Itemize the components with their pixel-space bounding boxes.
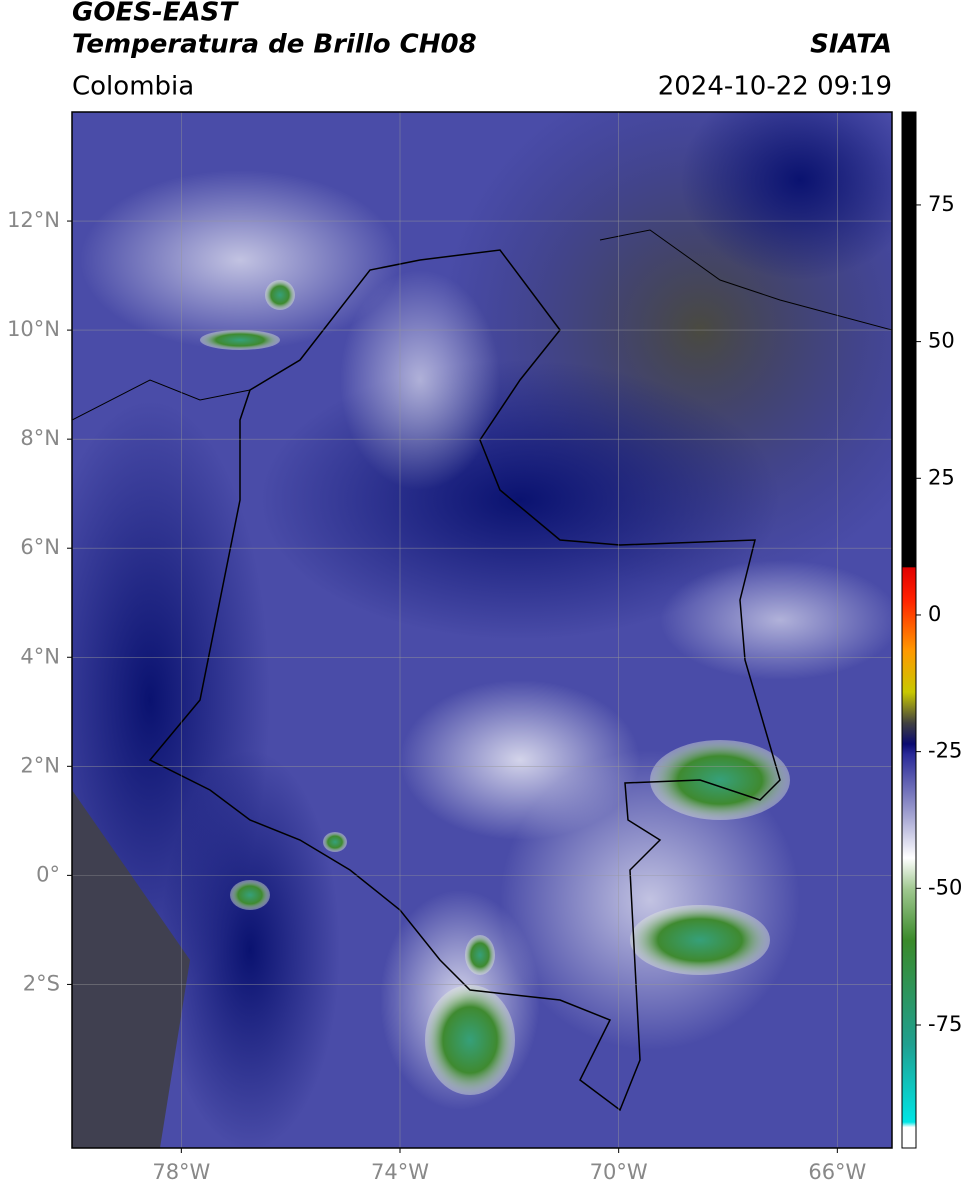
- y-tick-label: 2°N: [20, 753, 60, 777]
- y-tick-label: 2°S: [23, 971, 60, 995]
- subtitle: Temperatura de Brillo CH08: [72, 30, 477, 60]
- colorbar: [901, 111, 917, 1149]
- y-tick-label: 10°N: [7, 317, 60, 341]
- y-tick-label: 0°: [36, 862, 60, 886]
- colorbar-tick-label: 25: [928, 465, 955, 489]
- region: Colombia: [72, 72, 194, 102]
- colorbar-tick-label: 50: [928, 329, 955, 353]
- y-tick-label: 12°N: [7, 208, 60, 232]
- title: GOES-EAST: [72, 0, 239, 28]
- colorbar-tick-label: -25: [928, 739, 962, 763]
- x-tick-label: 74°W: [371, 1160, 429, 1184]
- satellite-image: [72, 112, 892, 1148]
- y-tick-label: 4°N: [20, 644, 60, 668]
- map-frame: [71, 111, 893, 1149]
- colorbar-tick-label: 0: [928, 602, 941, 626]
- source: SIATA: [810, 30, 892, 60]
- x-tick-label: 70°W: [590, 1160, 648, 1184]
- colorbar-tick-label: 75: [928, 192, 955, 216]
- x-tick-label: 78°W: [152, 1160, 210, 1184]
- timestamp: 2024-10-22 09:19: [658, 72, 892, 102]
- colorbar-tick-label: -75: [928, 1012, 962, 1036]
- x-tick-label: 66°W: [808, 1160, 866, 1184]
- graticule: [72, 112, 892, 1148]
- y-tick-label: 8°N: [20, 426, 60, 450]
- y-tick-label: 6°N: [20, 535, 60, 559]
- colorbar-tick-label: -50: [928, 875, 962, 899]
